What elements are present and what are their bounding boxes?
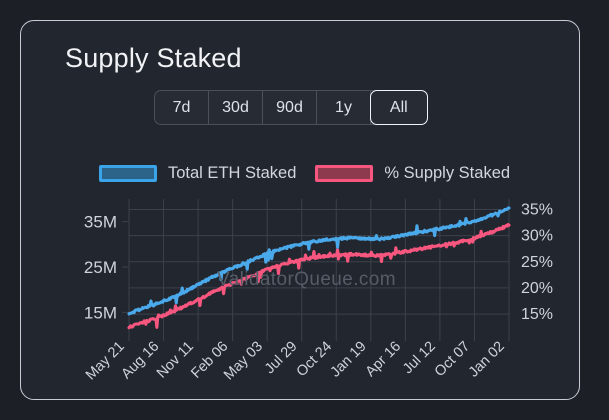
x-axis-label: Jan 02 <box>466 339 508 381</box>
legend-label: Total ETH Staked <box>168 164 297 182</box>
range-button-all[interactable]: All <box>369 89 428 126</box>
y-axis-label: 15M <box>84 303 117 322</box>
x-axis-label: Oct 07 <box>432 339 474 381</box>
range-button-30d[interactable]: 30d <box>209 91 263 124</box>
legend-label: % Supply Staked <box>384 164 511 182</box>
range-button-7d[interactable]: 7d <box>155 91 209 124</box>
x-axis-label: Aug 16 <box>119 339 163 383</box>
page-title: Supply Staked <box>65 43 242 73</box>
legend-swatch-icon <box>99 165 157 182</box>
legend-entry-percent-supply-staked[interactable]: % Supply Staked <box>315 164 510 183</box>
y-axis-label: 25M <box>84 258 117 277</box>
x-axis-label: Oct 24 <box>294 339 336 381</box>
x-axis-label: Nov 11 <box>154 339 197 382</box>
legend-entry-total-eth-staked[interactable]: Total ETH Staked <box>99 164 296 183</box>
range-selector[interactable]: 7d 30d 90d 1y All <box>154 89 428 126</box>
legend-swatch-icon <box>315 165 374 182</box>
x-axis-label: Jul 12 <box>400 339 439 378</box>
supply-staked-card: Supply Staked 7d 30d 90d 1y All Total ETH St… <box>20 20 580 400</box>
x-axis-label: May 21 <box>83 339 128 384</box>
chart-legend: Total ETH Staked % Supply Staked <box>99 164 510 183</box>
series-line-percent-supply-staked <box>127 222 511 330</box>
supply-staked-chart: May 21 Aug 16 Nov 11 Feb 06 May 03 Jul 29 Oct … <box>43 189 559 389</box>
range-button-90d[interactable]: 90d <box>263 91 317 124</box>
x-axis-label: Apr 16 <box>363 339 405 381</box>
range-button-1y[interactable]: 1y <box>317 91 371 124</box>
x-axis-label: Jul 29 <box>262 339 301 378</box>
x-axis-label: Jan 19 <box>328 339 370 381</box>
y2-axis-label: 20% <box>521 280 553 297</box>
y2-axis-label: 15% <box>521 306 553 323</box>
y2-axis-label: 35% <box>521 201 553 218</box>
series-line-total-eth-staked <box>127 206 511 316</box>
y2-axis-label: 25% <box>521 254 553 271</box>
y2-axis-label: 30% <box>521 228 553 245</box>
y-axis-label: 35M <box>84 213 117 232</box>
x-axis-label: May 03 <box>221 339 266 384</box>
